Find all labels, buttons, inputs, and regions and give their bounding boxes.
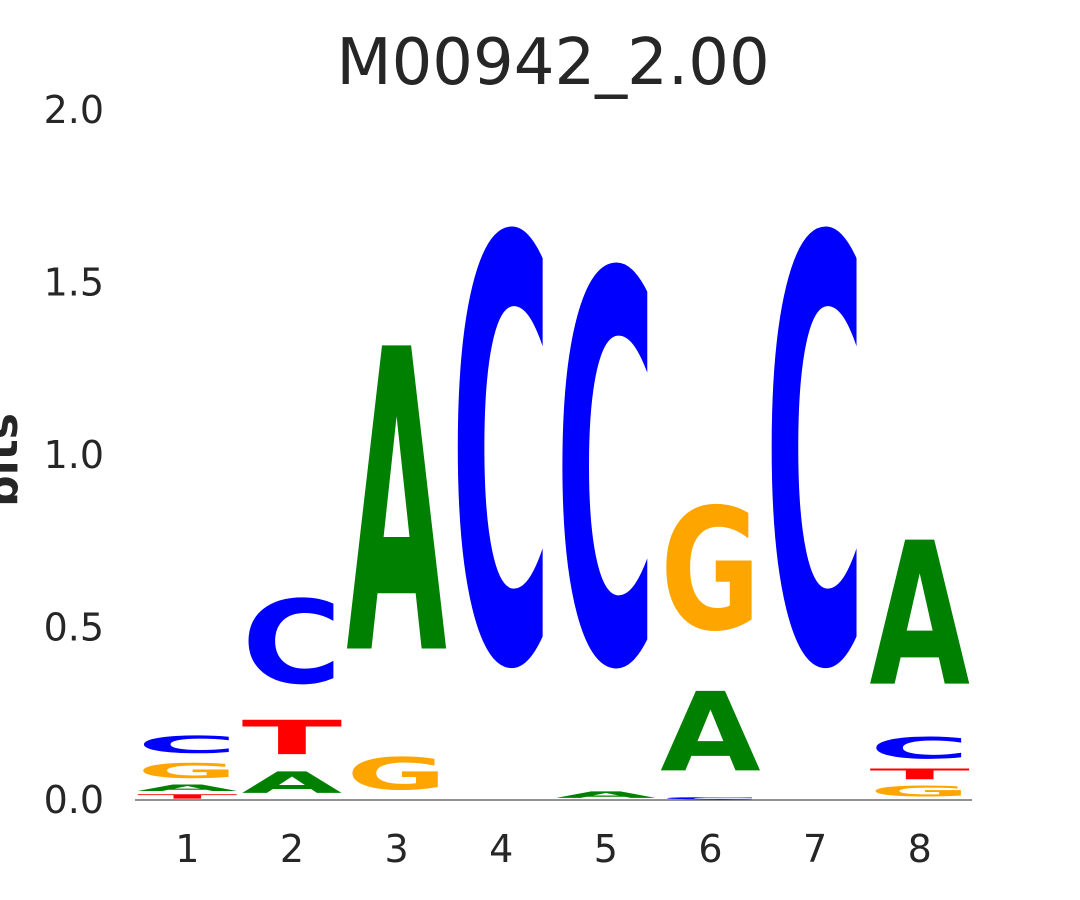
logo-letter-g: G: [346, 749, 446, 800]
x-tick-label: 8: [908, 827, 932, 871]
logo-letter-c: C: [765, 119, 865, 799]
x-tick-label: 1: [175, 827, 199, 871]
y-tick-label: 0.5: [44, 606, 104, 650]
y-tick-label: 1.0: [44, 433, 104, 477]
x-tick-label: 7: [803, 827, 827, 871]
x-tick-label: 2: [280, 827, 304, 871]
logo-letter-a: A: [242, 766, 343, 800]
y-tick-label: 0.0: [44, 778, 104, 822]
y-tick-label: 2.0: [44, 88, 104, 132]
y-tick-label: 1.5: [44, 261, 104, 305]
x-tick-labels: 1 2 3 4 5 6 7 8: [175, 827, 932, 871]
logo-letter-a: A: [137, 783, 237, 793]
logo-letter-t: T: [137, 793, 237, 800]
logo-letter-t: T: [242, 711, 342, 766]
logo-letter-c: C: [451, 119, 551, 799]
logo-letter-c: C: [869, 731, 969, 765]
logo-letter-g: G: [869, 783, 969, 800]
logo-letter-t: T: [869, 766, 969, 783]
logo-letter-c: C: [556, 163, 656, 788]
logo-letter-a: A: [556, 790, 656, 800]
logo-letter-c: C: [660, 797, 760, 800]
logo-letter-c: C: [242, 576, 342, 710]
x-tick-label: 3: [384, 827, 408, 871]
x-tick-label: 6: [698, 827, 722, 871]
logo-letter-a: A: [660, 670, 761, 797]
x-tick-label: 5: [594, 827, 618, 871]
x-tick-label: 4: [489, 827, 513, 871]
logo-letter-c: C: [137, 731, 237, 758]
logo-letter-g: G: [660, 473, 760, 669]
y-tick-labels: 0.0 0.5 1.0 1.5 2.0: [44, 88, 104, 822]
y-axis-label: bits: [0, 413, 28, 507]
chart-title: M00942_2.00: [336, 26, 769, 100]
logo-letter-a: A: [869, 502, 969, 731]
logo-letter-a: A: [346, 262, 447, 747]
logo-letter-g: G: [137, 759, 237, 783]
